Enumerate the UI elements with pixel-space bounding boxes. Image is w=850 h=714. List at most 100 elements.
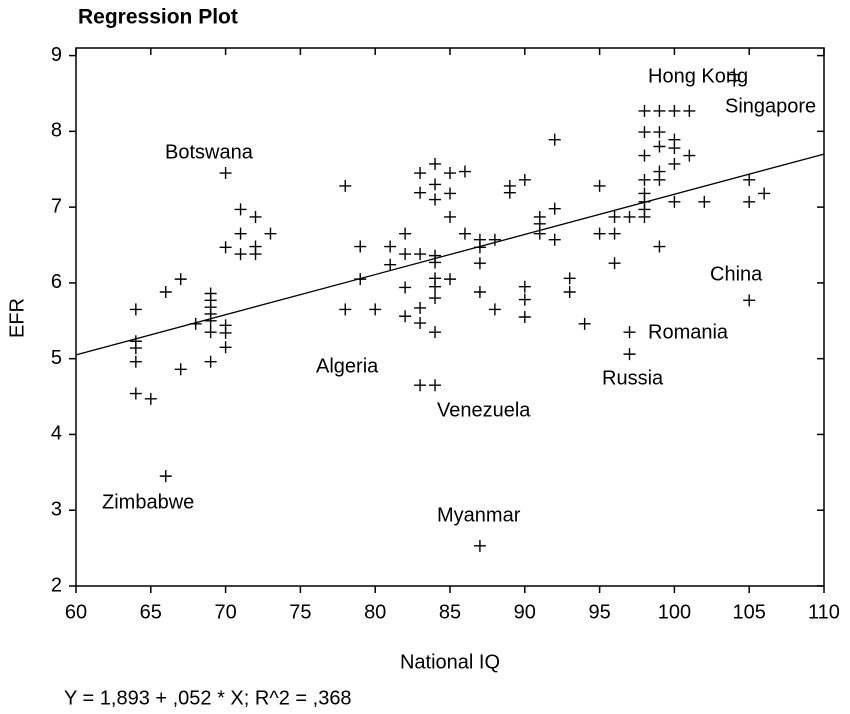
point <box>668 157 681 170</box>
annotation: Botswana <box>165 141 254 163</box>
point <box>414 186 427 199</box>
point <box>174 273 187 286</box>
point <box>623 210 636 223</box>
point <box>219 326 232 339</box>
x-tick-label: 90 <box>514 601 536 623</box>
point <box>264 227 277 240</box>
point <box>429 326 442 339</box>
y-tick-label: 2 <box>51 574 62 596</box>
point <box>638 104 651 117</box>
point <box>743 294 756 307</box>
point <box>444 273 456 286</box>
point <box>159 470 172 483</box>
point <box>473 257 486 270</box>
point <box>369 303 382 316</box>
point <box>189 317 202 330</box>
point <box>219 167 232 180</box>
y-tick-label: 9 <box>51 44 62 66</box>
x-tick-label: 60 <box>65 601 87 623</box>
point <box>503 186 516 199</box>
point <box>653 126 666 139</box>
point <box>144 392 157 405</box>
point <box>488 233 501 246</box>
point <box>429 280 442 293</box>
point <box>653 104 666 117</box>
point <box>414 379 427 392</box>
point <box>234 227 247 240</box>
point <box>414 301 427 314</box>
point <box>429 193 442 206</box>
point <box>638 210 651 223</box>
point <box>339 179 352 192</box>
y-tick-label: 4 <box>51 423 62 445</box>
point <box>608 227 621 240</box>
point <box>458 165 471 178</box>
point <box>608 257 621 270</box>
point <box>458 227 471 240</box>
annotation: Algeria <box>316 355 379 377</box>
point <box>429 379 442 392</box>
point <box>354 273 367 286</box>
point <box>638 126 651 139</box>
point <box>653 140 666 153</box>
point <box>129 387 142 400</box>
point <box>384 240 397 253</box>
point <box>159 285 172 298</box>
point <box>668 104 681 117</box>
x-tick-label: 80 <box>364 601 386 623</box>
x-axis-label: National IQ <box>400 651 500 673</box>
point <box>219 241 232 254</box>
point <box>174 363 187 376</box>
point <box>638 149 651 162</box>
x-tick-label: 100 <box>658 601 691 623</box>
point <box>548 202 561 215</box>
point <box>473 285 486 298</box>
equation: Y = 1,893 + ,052 * X; R^2 = ,368 <box>64 687 352 709</box>
point <box>518 173 531 186</box>
point <box>249 210 262 223</box>
point <box>473 539 486 552</box>
point <box>339 303 352 316</box>
point <box>518 293 531 306</box>
point <box>683 104 696 117</box>
x-tick-label: 110 <box>808 601 840 623</box>
point <box>129 355 142 368</box>
point <box>399 281 412 294</box>
point <box>129 342 142 355</box>
point <box>653 173 666 186</box>
point <box>608 210 621 223</box>
point <box>399 227 412 240</box>
x-tick-label: 85 <box>439 601 461 623</box>
point <box>548 133 561 146</box>
point <box>444 210 456 223</box>
point <box>204 314 217 327</box>
y-tick-label: 6 <box>51 271 62 293</box>
point <box>758 187 771 200</box>
point <box>593 227 606 240</box>
point <box>429 292 442 305</box>
x-tick-label: 75 <box>289 601 311 623</box>
point <box>429 178 442 191</box>
x-tick-label: 70 <box>214 601 236 623</box>
point <box>414 248 427 261</box>
point <box>399 310 412 323</box>
y-tick-label: 8 <box>51 120 62 142</box>
point <box>638 173 651 186</box>
point <box>444 167 456 180</box>
annotation: Myanmar <box>437 504 521 526</box>
annotation: Romania <box>648 321 729 343</box>
point <box>563 285 576 298</box>
point <box>219 341 232 354</box>
point <box>683 149 696 162</box>
point <box>533 227 546 240</box>
point <box>743 195 756 208</box>
point <box>518 280 531 293</box>
point <box>204 355 217 368</box>
point <box>444 187 456 200</box>
point <box>623 348 636 361</box>
point <box>429 256 442 269</box>
point <box>234 203 247 216</box>
point <box>354 240 367 253</box>
x-tick-label: 95 <box>588 601 610 623</box>
